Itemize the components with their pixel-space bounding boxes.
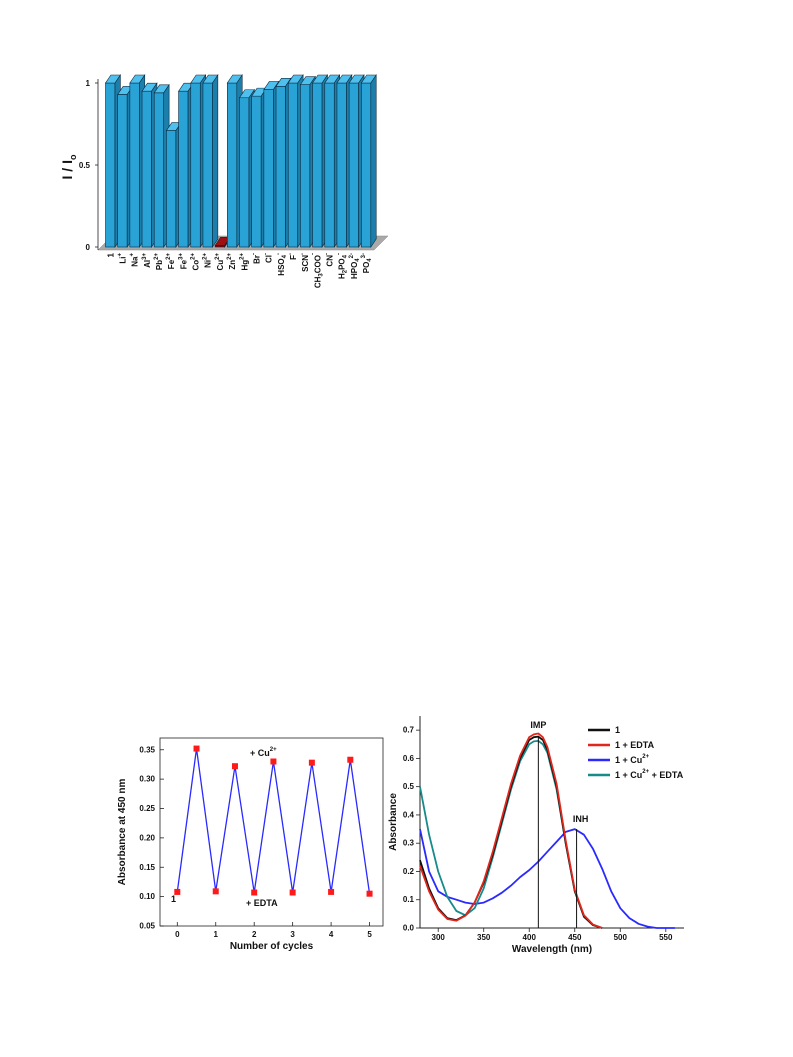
data-point xyxy=(366,890,373,897)
x-tick-label: 1 xyxy=(214,930,219,939)
data-point xyxy=(347,756,354,763)
y-tick-label: 0.35 xyxy=(139,745,155,754)
y-tick-label: 0.30 xyxy=(139,775,155,784)
x-tick-label: 4 xyxy=(329,930,334,939)
x-tick-label: Zn2+ xyxy=(227,253,237,270)
data-point xyxy=(174,888,181,895)
x-axis-label: Number of cycles xyxy=(230,941,314,952)
bar xyxy=(360,74,377,248)
x-tick-label: Fe2+ xyxy=(166,253,176,270)
data-point xyxy=(289,889,296,896)
x-tick-label: Cl- xyxy=(264,253,274,263)
x-tick-label: Li+ xyxy=(117,253,127,264)
data-point xyxy=(308,759,315,766)
x-tick-label: Ni2+ xyxy=(203,253,213,268)
plot-frame xyxy=(159,737,384,927)
y-tick-label: 0.5 xyxy=(403,782,415,791)
y-tick-label: 0.5 xyxy=(79,161,91,170)
x-tick-label: 0 xyxy=(175,930,180,939)
x-tick-label: H2PO4- xyxy=(337,253,349,279)
imp-annotation: IMP xyxy=(530,720,546,730)
bar-side xyxy=(370,74,377,248)
y-tick-label: 0.1 xyxy=(403,895,415,904)
bar-side xyxy=(212,74,219,248)
x-tick-label: Co2+ xyxy=(191,253,201,271)
x-tick-label: 450 xyxy=(568,933,582,942)
inh-annotation: INH xyxy=(573,814,589,824)
y-axis-label: Absorbance at 450 nm xyxy=(117,779,128,886)
legend-entry: 1 xyxy=(615,725,620,735)
y-tick-label: 0.25 xyxy=(139,804,155,813)
x-tick-label: Na+ xyxy=(130,253,140,267)
legend-entry: 1 + EDTA xyxy=(615,740,655,750)
x-tick-label: Fe3+ xyxy=(178,253,188,270)
data-point xyxy=(193,745,200,752)
data-point xyxy=(328,888,335,895)
x-tick-label: PO43- xyxy=(361,253,373,273)
edta-annotation: + EDTA xyxy=(246,898,278,908)
x-tick-label: HSO4- xyxy=(276,253,288,276)
x-tick-label: 550 xyxy=(659,933,673,942)
y-tick-label: 0.6 xyxy=(403,754,415,763)
y-tick-label: 0.3 xyxy=(403,839,415,848)
y-tick-label: 0.4 xyxy=(403,810,415,819)
data-point xyxy=(270,758,277,765)
y-tick-label: 0.0 xyxy=(403,924,415,933)
x-tick-label: CN- xyxy=(325,253,335,267)
start-annotation: 1 xyxy=(171,894,176,904)
y-tick-label: 0.20 xyxy=(139,833,155,842)
series-line xyxy=(419,735,603,929)
y-tick-label: 0.15 xyxy=(139,863,155,872)
x-tick-label: 2 xyxy=(252,930,257,939)
series-line xyxy=(419,740,603,929)
data-point xyxy=(212,888,219,895)
x-tick-label: 400 xyxy=(523,933,537,942)
x-tick-label: Cu2+ xyxy=(215,253,225,271)
bar-chart: 00.51I / Io1Li+Na+Al3+Pb2+Fe2+Fe3+Co2+Ni… xyxy=(59,74,389,288)
x-tick-label: 500 xyxy=(614,933,628,942)
data-point xyxy=(251,889,258,896)
y-axis-label: I / Io xyxy=(59,154,78,179)
x-axis-label: Wavelength (nm) xyxy=(512,944,592,955)
x-tick-label: SCN- xyxy=(300,253,310,272)
bar xyxy=(202,74,219,248)
y-axis-label: Absorbance xyxy=(388,793,399,851)
x-tick-label: F- xyxy=(288,253,298,260)
y-tick-label: 1 xyxy=(86,79,91,88)
x-tick-label: 5 xyxy=(367,930,372,939)
y-tick-label: 0.05 xyxy=(139,922,155,931)
data-point xyxy=(231,763,238,770)
x-tick-label: CH3COO- xyxy=(310,253,324,288)
series-line xyxy=(419,828,675,929)
x-tick-label: Al3+ xyxy=(142,253,152,268)
legend-entry: 1 + Cu2+ + EDTA xyxy=(615,769,684,780)
legend-entry: 1 + Cu2+ xyxy=(615,754,650,765)
y-tick-label: 0 xyxy=(86,243,91,252)
x-tick-label: 350 xyxy=(477,933,491,942)
series-line xyxy=(419,732,603,929)
x-tick-label: 300 xyxy=(432,933,446,942)
x-tick-label: Br- xyxy=(251,253,261,264)
x-tick-label: 3 xyxy=(290,930,295,939)
cu-annotation: + Cu2+ xyxy=(250,747,277,758)
y-tick-label: 0.2 xyxy=(403,867,415,876)
x-tick-label: Pb2+ xyxy=(154,253,164,271)
x-tick-label: Hg2+ xyxy=(239,253,249,271)
x-tick-label: 1 xyxy=(106,252,115,257)
y-tick-label: 0.10 xyxy=(139,892,155,901)
x-tick-label: HPO42- xyxy=(349,253,361,279)
y-tick-label: 0.7 xyxy=(403,726,415,735)
